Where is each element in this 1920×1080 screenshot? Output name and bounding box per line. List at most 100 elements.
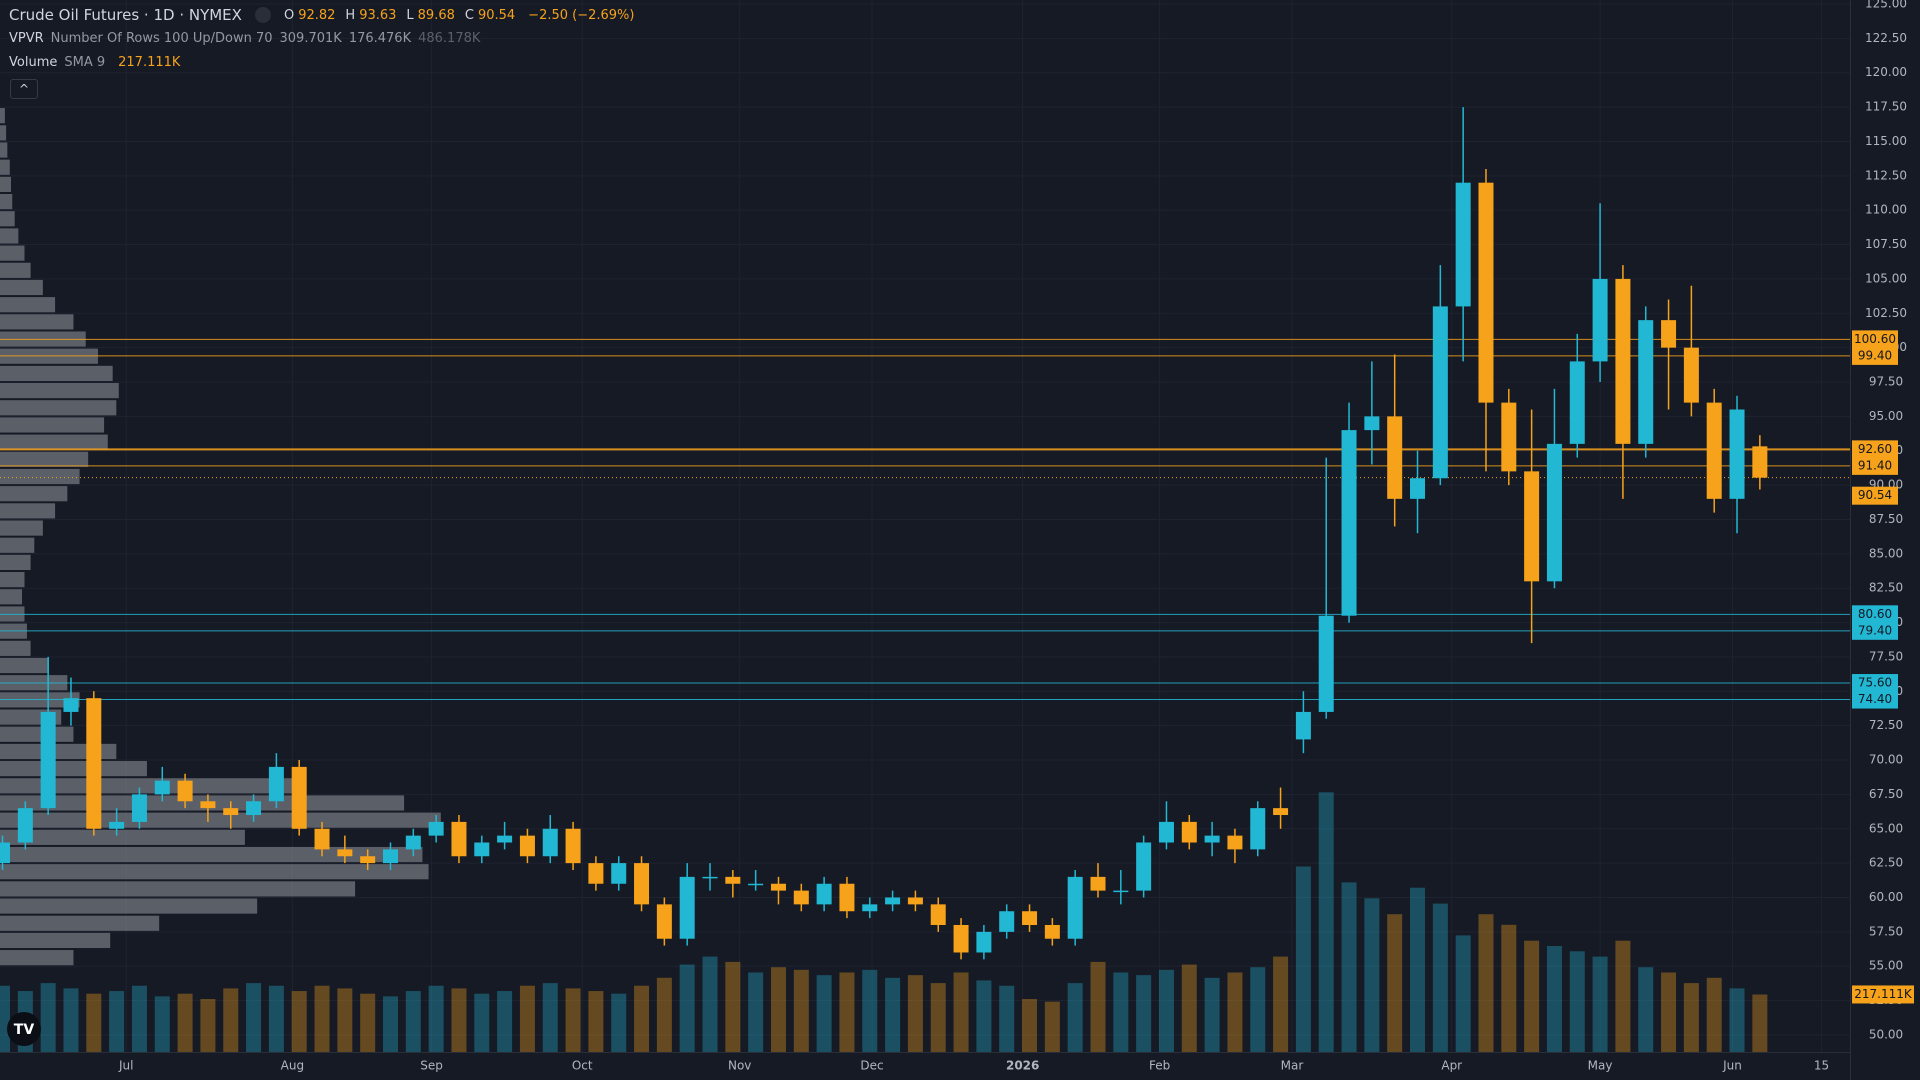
volume-settings: SMA 9 [64,55,106,70]
profile-row [0,228,19,244]
volume-bar [1067,983,1083,1052]
candle-body [976,931,992,953]
profile-row [0,176,12,192]
logo-mark: TV [14,1022,35,1038]
y-tick-label: 117.50 [1865,100,1907,114]
profile-row [0,383,119,399]
candle-body [1546,443,1562,582]
candle-body [725,876,741,884]
candle-body [291,766,307,829]
volume-bar [1410,887,1426,1052]
volume-bar [1752,994,1768,1052]
candle-body [131,794,147,822]
candle-body [405,835,421,850]
candle-body [1250,808,1266,850]
candle-body [748,883,764,886]
candle-body [930,904,946,925]
volume-bar [542,983,558,1052]
profile-row [0,640,31,656]
volume-bar [497,991,513,1052]
candle-body [1204,835,1220,843]
volume-bar [0,985,11,1052]
profile-row [0,864,429,880]
y-tick-label: 70.00 [1869,753,1903,767]
candle-body [1113,890,1129,893]
volume-bar [1661,972,1677,1052]
level-box [1852,346,1898,365]
candle-body [1341,430,1357,616]
x-tick-label: May [1588,1059,1613,1073]
profile-row [0,365,113,382]
header-main: Crude Oil Futures · 1D · NYMEX O 92.82 H 93… [9,6,634,24]
x-tick-label: 2026 [1006,1059,1039,1073]
y-tick-label: 115.00 [1865,134,1907,148]
volume-bar [1592,956,1608,1052]
profile-row [0,846,423,863]
volume-bar [1341,882,1357,1052]
volume-bar [1044,1001,1060,1052]
candle-body [839,883,855,912]
x-tick-label: Nov [728,1059,751,1073]
profile-row [0,589,23,605]
volume-bar [223,988,239,1052]
vpvr-down: 176.476K [348,31,412,46]
candle-body [1364,416,1380,431]
volume-bar [976,980,992,1052]
volume-bar [291,991,307,1052]
candle-body [428,821,444,836]
level-box [1852,605,1898,624]
volume-bar [725,961,741,1052]
level-box [1852,440,1898,459]
level-label: 75.60 [1858,676,1892,690]
profile-row [0,211,15,227]
volume-bar [1136,975,1152,1052]
profile-row [0,503,56,519]
candle-body [1432,306,1448,479]
level-box [1852,674,1898,693]
profile-row [0,125,7,141]
profile-row [0,829,245,845]
volume-sma-label: 217.111K [1854,987,1913,1001]
collapse-button[interactable]: ^ [10,79,38,99]
level-box [1852,456,1898,475]
volume-bar [314,985,330,1052]
volume-bar [1569,951,1585,1052]
ohlc-value: 89.68 [417,7,455,23]
volume-bar [131,985,147,1052]
candle-body [1090,876,1106,891]
logo[interactable] [7,1012,41,1046]
volume-bar [1546,946,1562,1052]
candle-body [679,876,695,939]
volume-bar [451,988,467,1052]
menu-button[interactable] [254,7,271,23]
y-tick-label: 107.50 [1865,237,1907,251]
candle-body [885,897,901,905]
y-tick-label: 125.00 [1865,0,1907,10]
volume-bar [1113,972,1129,1052]
candle-body [474,842,490,857]
profile-row [0,417,105,433]
volume-bar [405,991,421,1052]
candle-body [862,904,878,912]
volume-sma-box [1852,985,1914,1004]
x-tick-label: Feb [1149,1059,1170,1073]
volume-bar [634,985,650,1052]
level-label: 99.40 [1858,348,1892,362]
header-volume: Volume SMA 9 217.111K [9,55,180,70]
candle-body [542,828,558,857]
volume-bar [200,999,216,1052]
volume-bar [1706,977,1722,1052]
candle-body [1410,478,1426,499]
volume-bar [519,985,535,1052]
volume-bar [930,983,946,1052]
level-label: 91.40 [1858,458,1892,472]
x-tick-label: Jul [118,1059,133,1073]
profile-row [0,898,258,914]
candle-body [451,821,467,857]
profile-row [0,468,80,485]
y-tick-label: 55.00 [1869,959,1903,973]
candle-body [246,801,262,816]
y-tick-label: 102.50 [1865,306,1907,320]
candle-body [907,897,923,905]
